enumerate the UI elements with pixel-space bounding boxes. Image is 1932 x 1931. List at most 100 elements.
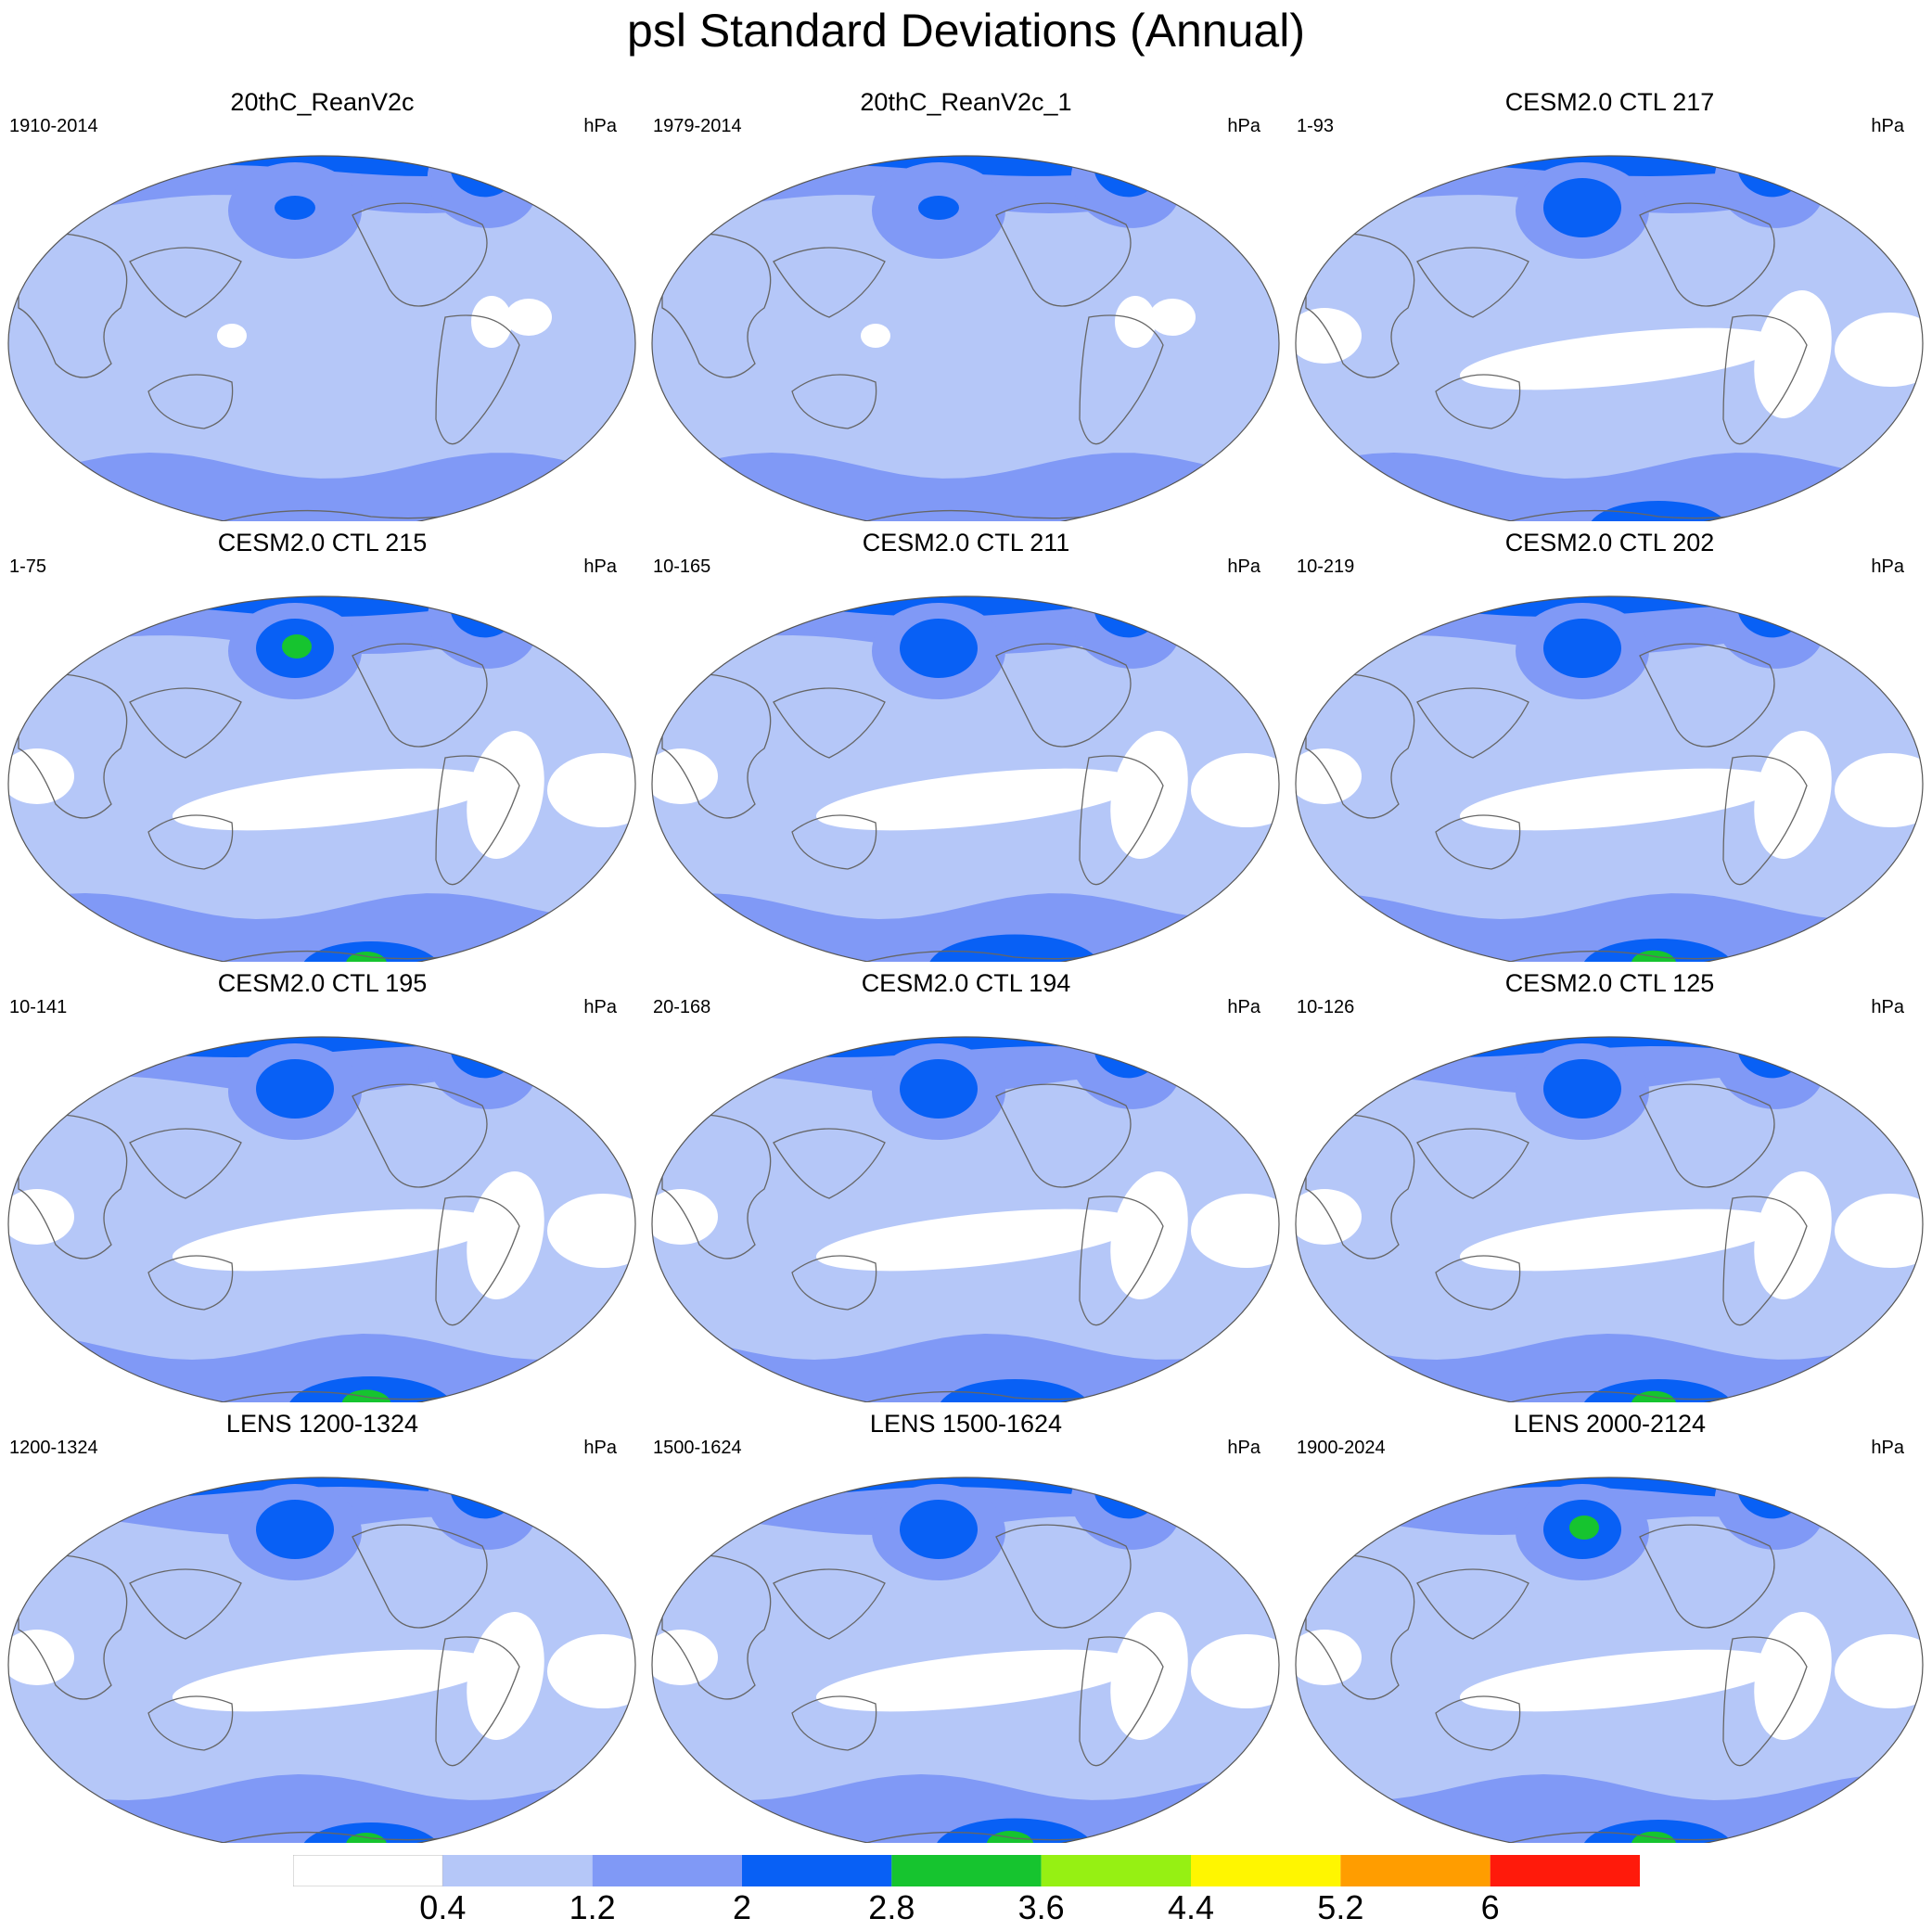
- panel-title: LENS 1500-1624: [869, 1410, 1063, 1438]
- contour-fill-3.6-arctic: [801, 1009, 903, 1031]
- coastline: [1639, 1524, 1775, 1629]
- coastline: [1305, 233, 1415, 378]
- coastline: [1305, 1554, 1415, 1700]
- map-panel: CESM2.0 CTL 217 1-93 hPa: [1287, 85, 1932, 521]
- contour-fill-0.4-tropics: [505, 299, 552, 336]
- contour-fill-2.8-npacific: [1543, 619, 1621, 678]
- coastline: [18, 673, 128, 819]
- contour-fill-0.4-africa: [1296, 1189, 1362, 1245]
- contour-fill-3.6-southern: [341, 1389, 391, 1402]
- contour-fill-0.4-pacific: [1459, 768, 1784, 831]
- colorbar-swatch: [1191, 1855, 1341, 1886]
- colorbar-tick-label: 3.6: [1017, 1888, 1065, 1926]
- contour-fill-2.8-southern: [934, 1818, 1095, 1843]
- panel-years: 1-75: [9, 556, 47, 577]
- contour-fill-0.4-atlantic: [1191, 753, 1279, 827]
- contour-map: [7, 1009, 636, 1402]
- coastline: [995, 643, 1132, 748]
- coastline: [1435, 1695, 1521, 1751]
- coastline: [661, 1114, 772, 1260]
- coastline: [995, 1083, 1132, 1188]
- map-panel: CESM2.0 CTL 195 10-141 hPa: [0, 966, 645, 1402]
- contour-fill-0.4-atlantic: [1191, 1634, 1279, 1708]
- map-panel: LENS 1500-1624 1500-1624 hPa: [644, 1407, 1288, 1843]
- contour-fill-0.4-africa: [1296, 1630, 1362, 1685]
- coastline: [435, 1636, 520, 1767]
- contour-map: [1295, 128, 1924, 521]
- contour-fill-2.8-npacific: [275, 196, 315, 220]
- contour-fill-0.4-samerica: [1110, 731, 1188, 859]
- panel-years: 1910-2014: [9, 116, 98, 136]
- panel-title: 20thC_ReanV2c_1: [860, 88, 1072, 116]
- contour-fill-3.6-southern: [1631, 1831, 1677, 1843]
- map-border: [651, 155, 1280, 521]
- coastline: [1639, 643, 1775, 748]
- colorbar-swatch: [592, 1855, 742, 1886]
- panel-units: hPa: [583, 997, 617, 1017]
- contour-fill-0.4-pacific: [815, 768, 1140, 831]
- contour-fill-3.6-southern: [1631, 950, 1677, 962]
- panel-years: 1900-2024: [1297, 1438, 1386, 1458]
- panel-years: 1979-2014: [653, 116, 742, 136]
- panel-units: hPa: [583, 556, 617, 577]
- panel-years: 1200-1324: [9, 1438, 98, 1458]
- contour-fill-3.6-npacific: [1569, 1515, 1599, 1540]
- contour-fill-2-south: [652, 453, 1279, 521]
- coastline: [18, 1554, 128, 1700]
- contour-fill-2.8-southern: [301, 941, 441, 962]
- panel-units: hPa: [1871, 1438, 1904, 1458]
- contour-fill-3.6-arctic: [801, 1450, 903, 1472]
- contour-fill-0.4-africa: [1296, 308, 1362, 364]
- panel-units: hPa: [1227, 116, 1260, 136]
- contour-fill-0.4-pacific: [172, 768, 496, 831]
- coastline: [1305, 673, 1415, 819]
- contour-fill-0.4-atlantic: [1835, 753, 1923, 827]
- contour-fill-0.4-tropics: [1149, 299, 1196, 336]
- coastline: [661, 233, 772, 378]
- coastline: [791, 374, 877, 429]
- coastline: [1722, 314, 1808, 445]
- contour-fill-3.6-arctic: [801, 569, 903, 591]
- coastline: [995, 202, 1132, 307]
- contour-fill-0.4-pacific: [1459, 1649, 1784, 1712]
- coastline: [773, 1568, 886, 1640]
- coastline: [661, 673, 772, 819]
- contour-fill-0.4-samerica: [467, 1171, 544, 1299]
- coastline: [129, 1128, 242, 1199]
- coastline: [773, 247, 886, 318]
- contour-fill-3.6-arctic: [1445, 128, 1547, 150]
- coastline: [18, 1114, 128, 1260]
- contour-fill-0.4-samerica: [1754, 731, 1832, 859]
- panel-units: hPa: [583, 1438, 617, 1458]
- contour-fill-0.4-samerica: [1754, 290, 1832, 418]
- contour-fill-2.8-southern: [301, 1822, 441, 1843]
- map-panel: CESM2.0 CTL 125 10-126 hPa: [1287, 966, 1932, 1402]
- contour-fill-0.4-africa: [8, 748, 74, 804]
- coastline: [147, 374, 234, 429]
- coastline: [1416, 687, 1529, 759]
- coastline: [129, 1568, 242, 1640]
- map-border: [7, 155, 636, 521]
- panel-years: 1500-1624: [653, 1438, 742, 1458]
- map-border: [7, 595, 636, 962]
- contour-fill-0.4-africa: [652, 748, 718, 804]
- contour-fill-0.4-atlantic: [1835, 1194, 1923, 1268]
- panel-years: 10-219: [1297, 556, 1355, 577]
- contour-fill-2.8-southern: [938, 1379, 1092, 1402]
- colorbar-tick-label: 6: [1480, 1888, 1500, 1926]
- contour-map: [1295, 595, 1924, 962]
- coastline: [435, 755, 520, 886]
- map-panel: 20thC_ReanV2c 1910-2014 hPa: [0, 85, 645, 521]
- panel-title: CESM2.0 CTL 217: [1504, 88, 1715, 116]
- colorbar-tick-label: 5.2: [1317, 1888, 1364, 1926]
- contour-fill-0.4-tropics: [861, 324, 890, 348]
- map-panel: LENS 1200-1324 1200-1324 hPa: [0, 1407, 645, 1843]
- coastline: [1079, 1636, 1164, 1767]
- panel-years: 10-126: [1297, 997, 1355, 1017]
- coastline: [147, 814, 234, 870]
- map-border: [7, 1036, 636, 1402]
- coastline: [1079, 755, 1164, 886]
- contour-map: [1295, 1477, 1924, 1843]
- coastline: [1639, 202, 1775, 307]
- contour-fill-3.6-arctic: [158, 1009, 260, 1031]
